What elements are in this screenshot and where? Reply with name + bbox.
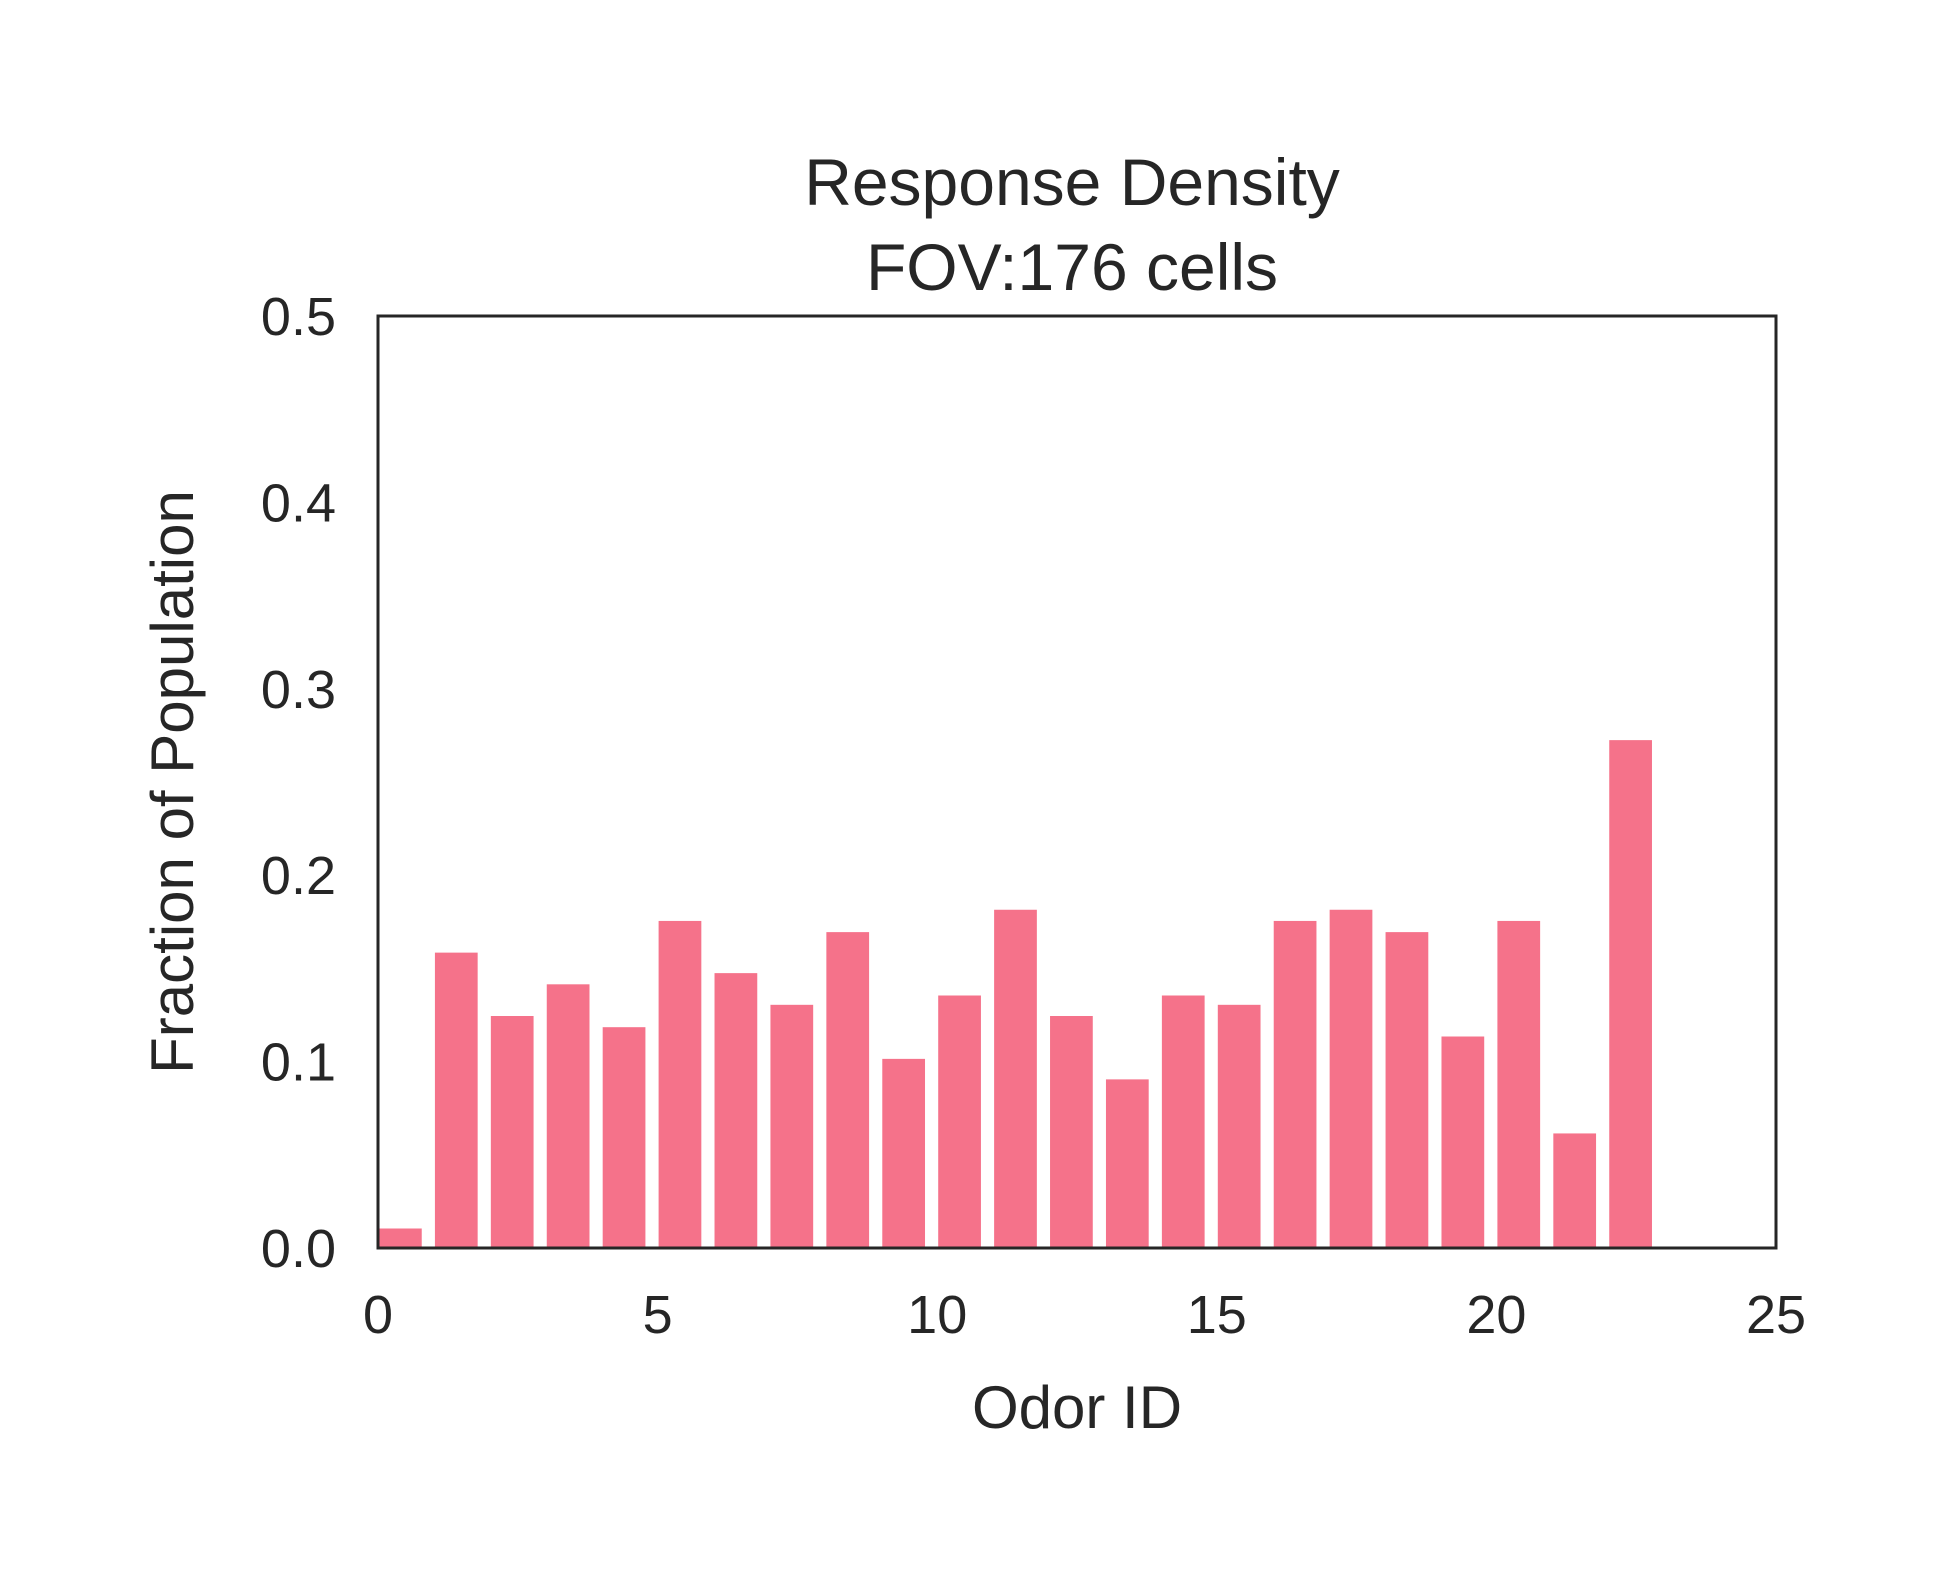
y-tick-label: 0.1 — [261, 1033, 336, 1093]
y-tick-labels: 0.0 0.1 0.2 0.3 0.4 0.5 — [261, 287, 336, 1279]
x-tick-label: 25 — [1746, 1285, 1806, 1345]
bar-odor-13 — [1103, 1077, 1151, 1249]
bar-odor-0 — [377, 1226, 424, 1249]
bar-odor-5 — [656, 918, 704, 1249]
chart-title-line-2: FOV:176 cells — [866, 230, 1278, 304]
bar-odor-12 — [1048, 1014, 1095, 1249]
x-tick-label: 0 — [363, 1285, 393, 1345]
bar-odor-16 — [1271, 918, 1319, 1249]
bar-odor-21 — [1551, 1131, 1599, 1250]
y-tick-label: 0.5 — [261, 287, 336, 347]
x-tick-label: 5 — [643, 1285, 673, 1345]
y-tick-label: 0.3 — [261, 660, 336, 720]
bar-odor-2 — [488, 1014, 536, 1249]
y-tick-label: 0.2 — [261, 846, 336, 906]
y-axis-label: Fraction of Population — [139, 490, 206, 1074]
x-axis-label: Odor ID — [972, 1374, 1182, 1441]
x-tick-label: 15 — [1187, 1285, 1247, 1345]
x-tick-labels: 0 5 10 15 20 25 — [363, 1285, 1806, 1345]
bars-group — [377, 738, 1654, 1250]
bar-odor-4 — [600, 1025, 648, 1249]
bar-odor-14 — [1159, 993, 1207, 1249]
bar-odor-9 — [880, 1056, 928, 1249]
plot-frame — [376, 314, 1778, 1250]
bar-odor-15 — [1215, 1002, 1263, 1249]
y-tick-label: 0.0 — [261, 1219, 336, 1279]
bar-odor-8 — [824, 930, 872, 1249]
bar-odor-20 — [1495, 918, 1543, 1249]
chart-title-line-1: Response Density — [804, 145, 1340, 219]
bar-odor-11 — [992, 907, 1039, 1249]
bar-odor-10 — [936, 993, 983, 1249]
bar-odor-19 — [1439, 1034, 1487, 1250]
bar-odor-18 — [1383, 930, 1431, 1249]
x-tick-label: 20 — [1466, 1285, 1526, 1345]
bar-odor-1 — [432, 950, 480, 1250]
bar-odor-3 — [544, 982, 592, 1249]
bar-odor-6 — [712, 971, 760, 1249]
y-tick-label: 0.4 — [261, 473, 336, 533]
bar-odor-22 — [1607, 738, 1654, 1249]
bar-odor-7 — [768, 1002, 816, 1249]
bar-odor-17 — [1327, 907, 1375, 1249]
x-tick-label: 10 — [907, 1285, 967, 1345]
